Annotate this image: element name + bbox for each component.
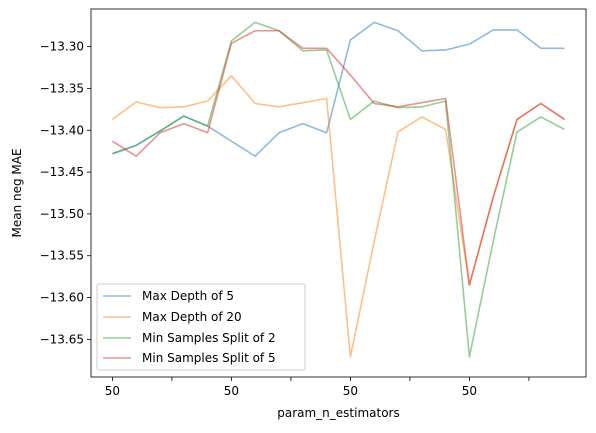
- x-tick-label: 50: [105, 384, 120, 398]
- legend-box: [96, 283, 306, 371]
- y-tick-label: −13.45: [40, 165, 84, 179]
- y-tick-label: −13.55: [40, 249, 84, 263]
- series-line: [111, 29, 566, 286]
- y-tick-label: −13.65: [40, 332, 84, 346]
- y-tick-label: −13.30: [40, 40, 84, 54]
- x-axis-ticks: 50 50 50 50: [105, 377, 530, 398]
- legend: Max Depth of 5 Max Depth of 20 Min Sampl…: [96, 283, 306, 371]
- plot-frame: [90, 8, 587, 378]
- y-tick-label: −13.40: [40, 123, 84, 137]
- legend-entry: Max Depth of 20: [103, 310, 242, 324]
- y-axis-ticks: −13.30 −13.35 −13.40 −13.45 −13.50 −13.55 −13.…: [40, 40, 91, 346]
- legend-label: Min Samples Split of 2: [142, 331, 276, 345]
- legend-label: Max Depth of 20: [142, 310, 242, 324]
- legend-label: Max Depth of 5: [142, 289, 234, 303]
- series-line: [112, 21, 565, 358]
- x-tick-label: 50: [462, 384, 477, 398]
- legend-label: Min Samples Split of 5: [142, 351, 276, 365]
- x-tick-label: 50: [224, 384, 239, 398]
- y-axis-label: Mean neg MAE: [10, 148, 24, 237]
- legend-entry: Max Depth of 5: [103, 289, 234, 303]
- y-tick-label: −13.35: [40, 81, 84, 95]
- y-tick-label: −13.50: [40, 207, 84, 221]
- x-axis-label: param_n_estimators: [277, 406, 400, 420]
- legend-entry: Min Samples Split of 2: [103, 331, 276, 345]
- legend-entry: Min Samples Split of 5: [103, 351, 276, 365]
- x-tick-label: 50: [343, 384, 358, 398]
- series-layer: [111, 21, 566, 358]
- y-tick-label: −13.60: [40, 291, 84, 305]
